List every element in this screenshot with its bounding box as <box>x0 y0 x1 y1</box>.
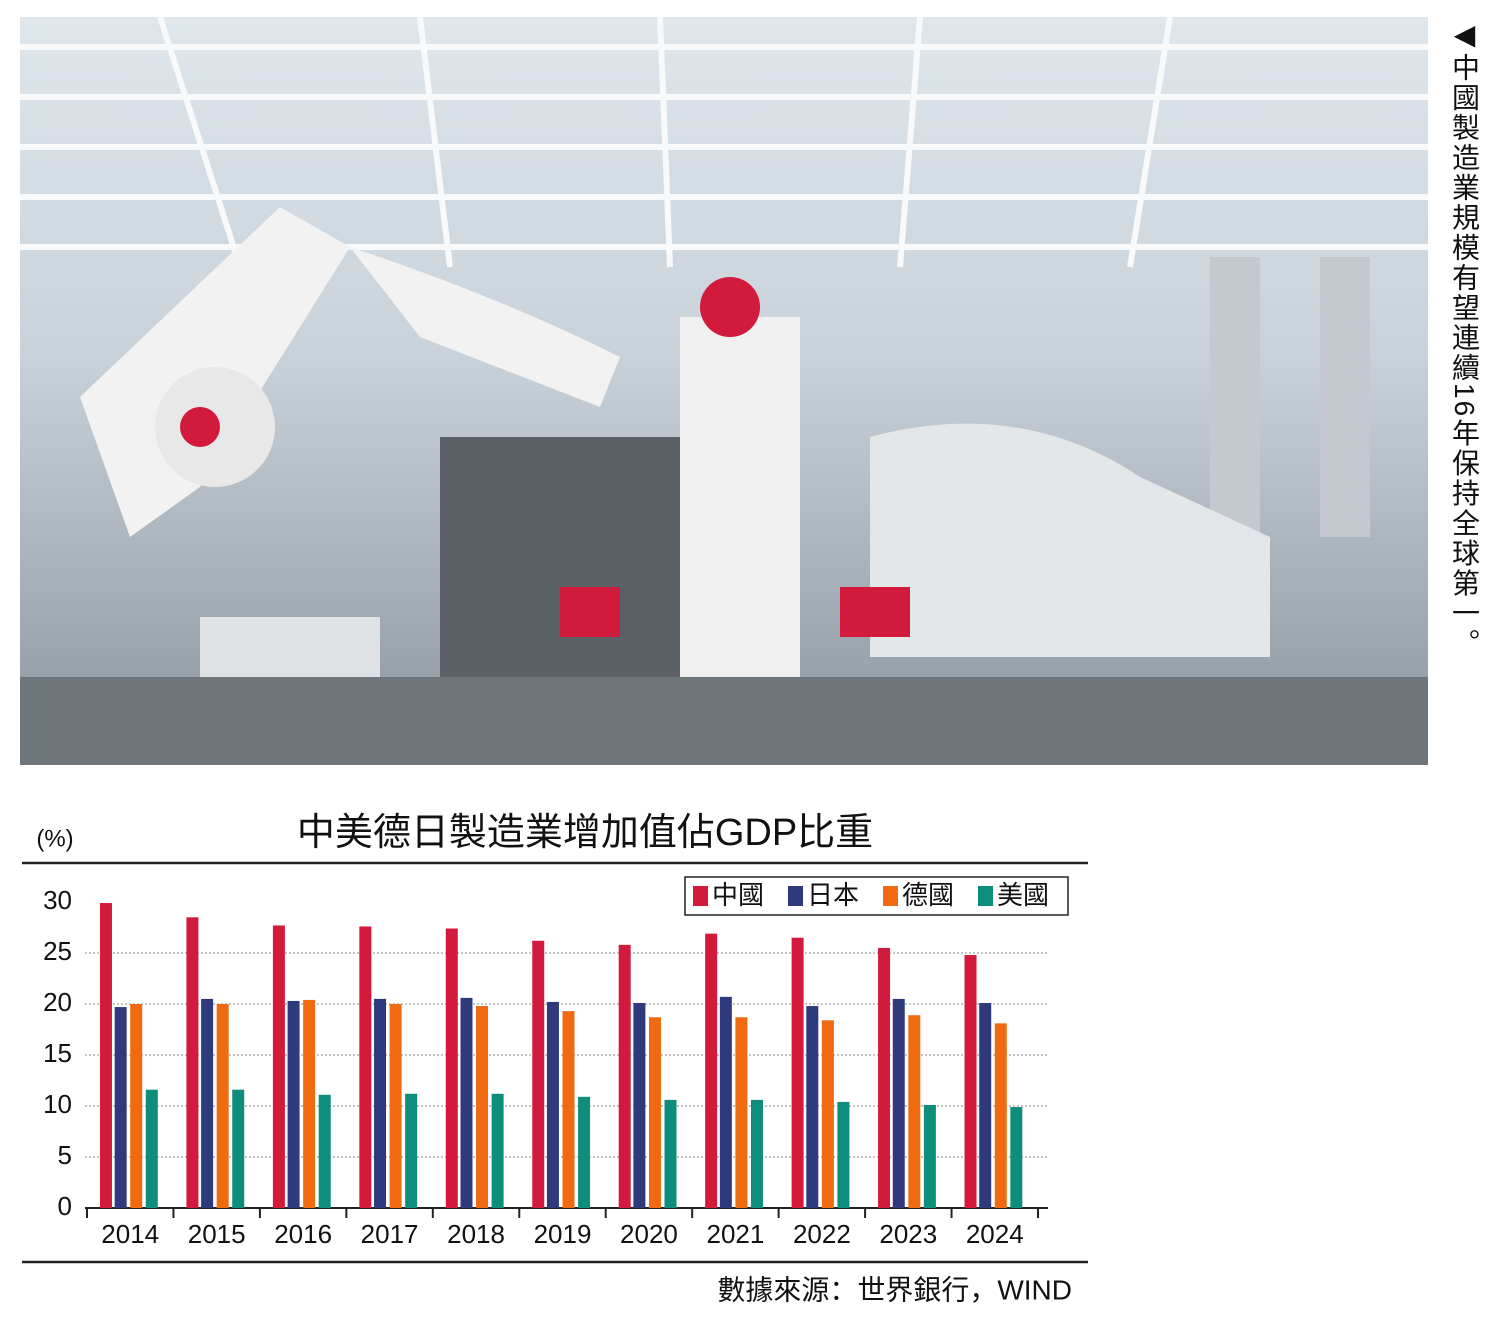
bar <box>99 903 112 1208</box>
bar <box>359 926 372 1208</box>
bar <box>750 1099 763 1208</box>
bar <box>445 928 458 1208</box>
bar <box>216 1004 229 1208</box>
bar <box>618 944 631 1208</box>
bar <box>287 1000 300 1208</box>
car-body <box>870 423 1270 657</box>
bar <box>633 1002 646 1208</box>
y-tick-label: 25 <box>43 936 72 966</box>
y-tick-label: 0 <box>58 1191 72 1221</box>
bar <box>532 940 545 1208</box>
robot-arm <box>350 247 620 407</box>
bar <box>114 1007 127 1208</box>
x-tick-label: 2014 <box>101 1219 159 1249</box>
bar <box>979 1002 992 1208</box>
x-tick-label: 2016 <box>274 1219 332 1249</box>
bar <box>460 997 473 1208</box>
bar <box>837 1101 850 1208</box>
machinery <box>440 437 680 717</box>
bar <box>821 1020 834 1208</box>
legend-swatch <box>883 886 898 906</box>
floor-equipment <box>20 677 1428 765</box>
bar <box>491 1093 504 1208</box>
bar <box>405 1093 418 1208</box>
machinery <box>560 587 620 637</box>
pillar <box>1210 257 1260 537</box>
legend-label: 中國 <box>712 880 764 910</box>
x-tick-label: 2023 <box>879 1219 937 1249</box>
caption: ◀中國製造業規模有望連續16年保持全球第一。 <box>1449 18 1480 659</box>
source: 數據來源：世界銀行，WIND <box>717 1274 1072 1305</box>
bar <box>791 937 804 1208</box>
bar <box>648 1017 661 1208</box>
x-tick-label: 2024 <box>966 1219 1024 1249</box>
legend-label: 德國 <box>902 880 954 910</box>
x-tick-label: 2020 <box>620 1219 678 1249</box>
robot-arm <box>680 317 800 747</box>
bar <box>735 1017 748 1208</box>
bar <box>578 1096 591 1208</box>
bar <box>878 947 891 1208</box>
x-tick-label: 2021 <box>706 1219 764 1249</box>
bar <box>374 998 387 1208</box>
bar <box>145 1089 158 1208</box>
bar <box>476 1006 489 1208</box>
bar <box>923 1104 936 1208</box>
chart-title: 中美德日製造業增加值佔GDP比重 <box>297 812 873 854</box>
bar <box>201 998 214 1208</box>
chart: 中美德日製造業增加值佔GDP比重 (%) 數據來源：世界銀行，WIND 0 5 10… <box>22 812 1088 1305</box>
legend-swatch <box>978 886 993 906</box>
bar <box>318 1094 331 1208</box>
x-tick-label: 2018 <box>447 1219 505 1249</box>
bar <box>964 955 977 1208</box>
robot-motor <box>700 277 760 337</box>
bar <box>272 925 285 1208</box>
y-tick-label: 30 <box>43 885 72 915</box>
x-tick-label: 2022 <box>793 1219 851 1249</box>
robot-motor <box>180 407 220 447</box>
bar <box>892 998 905 1208</box>
y-tick-label: 10 <box>43 1089 72 1119</box>
x-tick-label: 2017 <box>361 1219 419 1249</box>
bar <box>705 933 718 1208</box>
y-tick-label: 20 <box>43 987 72 1017</box>
bar <box>908 1015 921 1208</box>
legend-box <box>684 876 1069 916</box>
y-tick-label: 15 <box>43 1038 72 1068</box>
x-tick-label: 2019 <box>534 1219 592 1249</box>
bar <box>1010 1107 1023 1208</box>
x-tick-label: 2015 <box>188 1219 246 1249</box>
legend-label: 美國 <box>997 880 1049 910</box>
legend-swatch <box>788 886 803 906</box>
bar <box>994 1023 1007 1208</box>
y-tick-label: 5 <box>58 1140 72 1170</box>
bar <box>806 1006 819 1208</box>
bar <box>232 1089 245 1208</box>
bar <box>664 1099 677 1208</box>
bar <box>546 1001 559 1208</box>
bar <box>186 917 199 1208</box>
legend-swatch <box>693 886 708 906</box>
pillar <box>1320 257 1370 537</box>
photo <box>20 17 1428 765</box>
bar <box>562 1011 575 1208</box>
bar <box>303 999 316 1208</box>
bar <box>130 1004 143 1208</box>
ceiling <box>20 17 1428 268</box>
machinery <box>840 587 910 637</box>
bar <box>719 996 732 1208</box>
bar <box>389 1004 402 1208</box>
legend-label: 日本 <box>807 880 859 910</box>
y-axis-label: (%) <box>36 825 73 852</box>
